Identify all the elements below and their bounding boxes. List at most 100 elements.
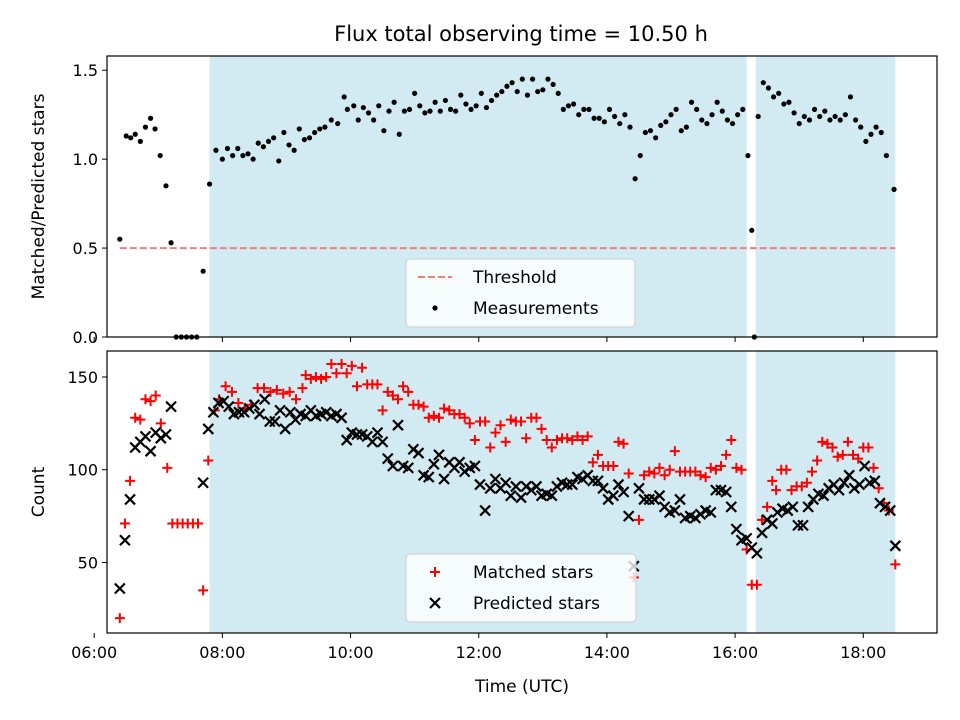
measurement-point [240, 152, 246, 159]
predicted-star-point [740, 532, 753, 545]
matched-star-point [726, 435, 737, 446]
matched-star-point [837, 449, 848, 460]
measurement-point [791, 110, 797, 116]
measurement-point [699, 117, 705, 123]
x-axis-label: Time (UTC) [474, 677, 569, 697]
matched-star-point [387, 390, 398, 401]
legend-predicted-swatch [429, 597, 441, 609]
predicted-star-point [505, 489, 517, 502]
matched-star-point [827, 442, 838, 453]
measurement-point [401, 108, 407, 114]
matched-star-point [572, 431, 583, 442]
ratio-panel: 0.0 0.5 1.0 1.5 Matched/Predicted stars Thres… [29, 55, 938, 347]
predicted-star-point [366, 436, 379, 448]
ratio-observing-band-2 [755, 56, 896, 337]
measurement-point [514, 88, 520, 95]
measurement-point [729, 120, 736, 127]
matched-star-point [459, 412, 470, 423]
predicted-star-point [766, 517, 779, 530]
measurement-point [591, 115, 597, 121]
predicted-star-point [438, 473, 450, 485]
measurement-point [749, 227, 755, 233]
count-xtick-label: 16:00 [712, 643, 758, 662]
matched-stars-series [114, 358, 901, 624]
measurement-point [781, 101, 787, 107]
measurement-point [230, 152, 236, 159]
matched-star-point [587, 457, 598, 468]
matched-star-point [786, 485, 797, 496]
matched-star-point [398, 381, 409, 392]
matched-star-point [762, 501, 773, 512]
measurement-point [281, 129, 287, 136]
ratio-ytick-label: 0.0 [73, 328, 98, 347]
measurement-point [668, 112, 674, 118]
measurement-point [765, 85, 772, 91]
count-ytick-label: 150 [67, 368, 98, 387]
measurement-point [312, 129, 318, 136]
legend-matched-swatch [430, 567, 440, 577]
measurement-point [617, 120, 623, 127]
matched-star-point [639, 470, 650, 481]
matched-star-point [418, 401, 429, 412]
matched-star-point [710, 464, 721, 475]
measurement-point [678, 128, 684, 134]
matched-star-point [125, 475, 136, 486]
measurement-point [760, 80, 766, 86]
matched-star-point [546, 442, 557, 453]
measurement-point [219, 156, 225, 162]
matched-star-point [822, 438, 833, 449]
measurement-point [891, 186, 897, 192]
matched-star-point [392, 394, 403, 405]
legend-entry-label: Threshold [472, 268, 557, 288]
measurement-point [806, 117, 813, 123]
matched-star-point [145, 396, 156, 407]
ratio-legend: Threshold Measurements [405, 258, 636, 328]
count-ytick-label: 50 [78, 554, 98, 573]
predicted-star-point [119, 534, 131, 547]
predicted-star-point [248, 399, 261, 411]
measurement-point [868, 131, 874, 137]
measurement-point [853, 117, 859, 123]
predicted-star-point [422, 471, 435, 483]
measurement-point [224, 145, 231, 152]
matched-star-point [817, 436, 828, 447]
matched-star-point [757, 514, 768, 525]
legend-entry-label: Matched stars [473, 563, 593, 583]
measurement-point [545, 76, 551, 82]
predicted-star-point [165, 400, 177, 413]
measurement-point [376, 103, 382, 109]
matched-star-point [284, 386, 295, 397]
measurement-point [570, 101, 577, 107]
matched-star-point [812, 455, 823, 466]
matched-star-point [326, 358, 337, 369]
measurement-point [483, 104, 490, 111]
measurement-point [796, 120, 802, 127]
matched-star-point [649, 468, 660, 479]
matched-star-point [623, 468, 634, 479]
predicted-star-point [144, 445, 157, 457]
ratio-axes-frame [106, 55, 938, 338]
measurement-point [745, 152, 751, 159]
measurement-point [714, 99, 720, 105]
predicted-star-point [869, 475, 881, 487]
measurement-point [406, 106, 413, 112]
measurement-point [581, 106, 587, 112]
measurement-point [447, 106, 454, 112]
matched-star-point [608, 461, 619, 472]
measurement-point [740, 106, 746, 112]
measurement-point [301, 136, 308, 143]
matched-star-point [832, 451, 843, 462]
predicted-star-point [340, 434, 353, 446]
measurement-point [132, 131, 138, 137]
matched-star-point [341, 368, 352, 379]
matched-star-point [736, 464, 747, 475]
measurement-point [147, 115, 154, 121]
matched-star-point [495, 420, 506, 431]
measurement-point [755, 113, 761, 120]
measurement-point [560, 106, 566, 112]
matched-star-point [278, 388, 289, 399]
matched-star-point [321, 371, 332, 382]
matched-star-point [721, 449, 732, 460]
predicted-star-point [160, 428, 172, 441]
predicted-star-point [843, 469, 855, 482]
